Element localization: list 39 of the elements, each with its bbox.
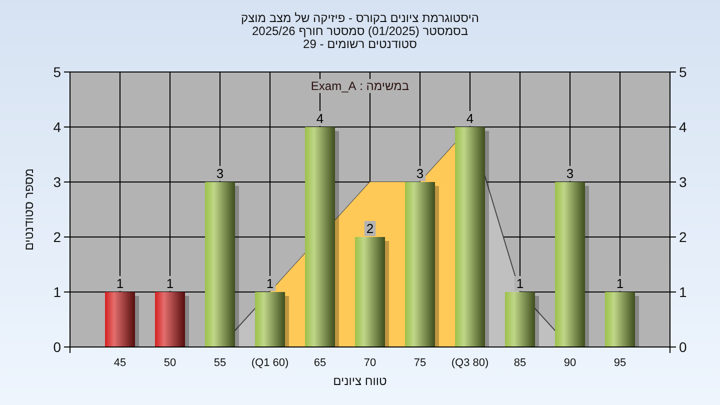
data-label: 1	[166, 276, 174, 291]
y-tick-label: 1	[53, 284, 62, 300]
x-tick-label: (Q1 60)	[251, 357, 289, 369]
chart-subtitle: בסמסטר (01/2025) סמסטר חורף 2025/26 סטודנטים רשומים - 29	[252, 24, 468, 51]
y2-tick-label: 0	[679, 339, 687, 355]
data-label: 2	[366, 221, 374, 236]
data-label: 3	[566, 166, 574, 181]
y-tick-label: 3	[53, 174, 62, 190]
data-label: 1	[266, 276, 274, 291]
x-tick-label: 65	[314, 357, 326, 369]
chart-title: היסטוגרמת ציונים בקורס - פיזיקה של מצב מוצק	[241, 11, 479, 25]
x-tick-label: 50	[164, 357, 176, 369]
y2-tick-label: 2	[679, 229, 687, 245]
y2-tick-label: 4	[679, 119, 687, 135]
y2-tick-label: 1	[679, 284, 687, 300]
y-tick-label: 4	[53, 119, 62, 135]
x-tick-label: 70	[364, 357, 376, 369]
x-tick-label: 85	[514, 357, 526, 369]
x-tick-label: 90	[564, 357, 576, 369]
x-tick-label: 95	[614, 357, 626, 369]
data-label: 4	[316, 111, 324, 126]
data-label: 4	[466, 111, 474, 126]
y2-tick-label: 5	[679, 64, 687, 80]
annotation: במשימה : Exam_A	[310, 79, 410, 93]
data-label: 1	[616, 276, 624, 291]
x-tick-label: 75	[414, 357, 426, 369]
data-label: 1	[516, 276, 524, 291]
data-label: 1	[116, 276, 124, 291]
data-label: 3	[416, 166, 424, 181]
x-tick-label: 45	[114, 357, 126, 369]
y-tick-label: 2	[53, 229, 62, 245]
data-label: 3	[216, 166, 224, 181]
y-tick-label: 0	[53, 339, 62, 355]
y-axis-title: מספר סטודנטים	[22, 168, 36, 251]
y-tick-label: 5	[53, 64, 62, 80]
y2-tick-label: 3	[679, 174, 687, 190]
x-tick-label: 55	[214, 357, 226, 369]
x-axis-title: טווח ציונים	[333, 374, 388, 388]
x-tick-label: (Q3 80)	[451, 357, 489, 369]
